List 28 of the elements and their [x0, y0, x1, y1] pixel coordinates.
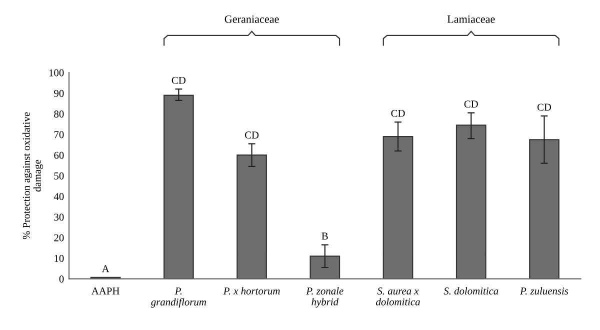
- x-tick-label: P. zuluensis: [520, 287, 568, 295]
- annotation: B: [322, 232, 328, 240]
- x-tick-label: S. dolomitica: [444, 287, 498, 295]
- x-tick-label: S. aurea x dolomitica: [376, 288, 420, 306]
- y-tick-label: 90: [54, 90, 64, 97]
- y-tick-label: 60: [54, 152, 64, 159]
- y-tick-label: 100: [49, 69, 64, 76]
- annotation: CD: [244, 132, 259, 139]
- y-axis-title: % Protection against oxidative damage: [22, 112, 43, 240]
- annotation: A: [102, 265, 110, 272]
- y-tick-label: 30: [54, 214, 64, 221]
- x-tick-label: P. grandiflorum: [150, 288, 206, 308]
- y-tick-label: 20: [54, 234, 64, 242]
- y-tick-label: 70: [54, 131, 64, 138]
- text: Lamiaceae: [447, 15, 495, 23]
- annotation: CD: [391, 110, 405, 117]
- y-tick-label: 50: [54, 172, 64, 180]
- x-tick-label: AAPH: [91, 288, 120, 294]
- x-tick-label: P. zonale hybrid: [306, 287, 344, 308]
- annotation: CD: [464, 100, 478, 108]
- text: Geraniaceae: [224, 15, 279, 23]
- annotation: CD: [172, 76, 186, 84]
- annotation: CD: [537, 104, 552, 111]
- y-tick-label: 0: [59, 276, 64, 283]
- y-tick-label: 10: [54, 254, 64, 262]
- y-tick-label: 40: [54, 193, 64, 200]
- x-tick-label: P. x hortorum: [223, 287, 280, 295]
- y-tick-label: 80: [54, 110, 64, 118]
